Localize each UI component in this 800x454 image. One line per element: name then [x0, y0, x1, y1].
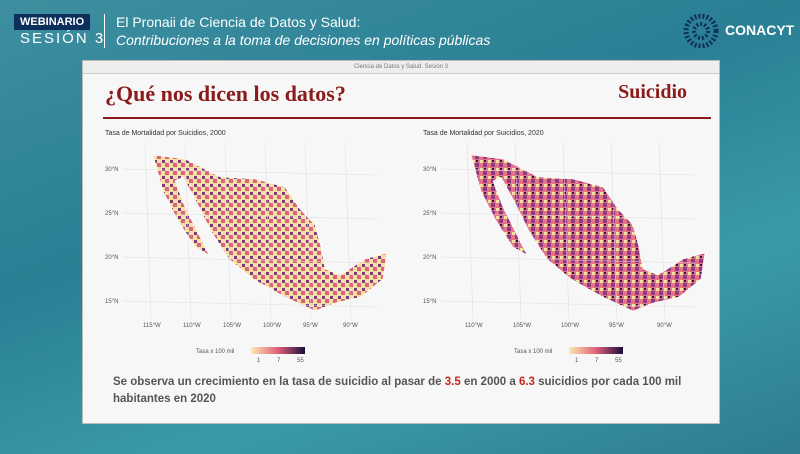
- graticule: [224, 142, 232, 320]
- lat-label: 20°N: [105, 255, 118, 261]
- caption-text: en 2000 a: [463, 376, 516, 388]
- graticule: [122, 212, 378, 220]
- graticule: [440, 168, 696, 176]
- slide-topic: Suicidio: [618, 81, 687, 103]
- lon-label: 95°W: [303, 323, 318, 329]
- graticule: [122, 168, 378, 176]
- separator: [104, 14, 105, 48]
- caption-text: Se observa un crecimiento en la tasa de …: [113, 376, 442, 388]
- graticule: [144, 142, 152, 320]
- graticule: [514, 142, 522, 320]
- caption-value: 3.5: [444, 376, 461, 388]
- header-subtitle: Contribuciones a la toma de decisiones e…: [116, 32, 491, 48]
- legend-tick: 7: [277, 358, 281, 363]
- graticule: [440, 256, 696, 264]
- map-title: Tasa de Mortalidad por Suicidios, 2020: [423, 130, 544, 137]
- caption-value: 6.3: [518, 376, 535, 388]
- lon-label: 105°W: [223, 323, 241, 329]
- map-panel: [419, 123, 706, 333]
- graticule: [184, 142, 192, 320]
- badge: WEBINARIO: [14, 14, 91, 30]
- caption-text: suicidios por cada 100 mil habitantes en…: [113, 376, 682, 405]
- graticule: [562, 142, 570, 320]
- lon-label: 95°W: [609, 323, 624, 329]
- lat-label: 20°N: [423, 255, 436, 261]
- graticule: [122, 256, 378, 264]
- header-title: El Pronaii de Ciencia de Datos y Salud:: [116, 14, 361, 30]
- lon-label: 110°W: [465, 323, 483, 329]
- graticule: [610, 142, 618, 320]
- graticule: [264, 142, 272, 320]
- legend-title: Tasa x 100 mil: [196, 349, 234, 355]
- map-title: Tasa de Mortalidad por Suicidios, 2000: [105, 130, 226, 137]
- lon-label: 90°W: [657, 323, 672, 329]
- graticule: [440, 300, 696, 308]
- lon-label: 100°W: [561, 323, 579, 329]
- lon-label: 115°W: [143, 323, 161, 329]
- graticule: [122, 300, 378, 308]
- slide-title: ¿Qué nos dicen los datos?: [105, 81, 346, 106]
- graticule: [304, 142, 312, 320]
- lon-label: 100°W: [263, 323, 281, 329]
- caption: Se observa un crecimiento en la tasa de …: [113, 374, 683, 408]
- lon-label: 110°W: [183, 323, 201, 329]
- lat-label: 30°N: [105, 167, 118, 173]
- logo-text: CONACYT: [725, 22, 795, 38]
- graticule: [344, 142, 352, 320]
- slide-window: Ciencia de Datos y Salud. Sesión 3 ¿Qué …: [82, 60, 720, 424]
- graticule: [658, 142, 666, 320]
- logo-icon: [683, 14, 719, 48]
- session: SESIÓN 3: [20, 30, 106, 47]
- legend-tick: 55: [297, 358, 304, 363]
- legend-bar: [569, 347, 623, 354]
- graticule: [440, 212, 696, 220]
- lat-label: 25°N: [423, 211, 436, 217]
- legend-tick: 1: [257, 358, 261, 363]
- legend-tick: 55: [615, 358, 622, 363]
- rule: [103, 117, 711, 119]
- maps: Tasa de Mortalidad por Suicidios, 2000 30…: [101, 123, 706, 363]
- lat-label: 25°N: [105, 211, 118, 217]
- window-title: Ciencia de Datos y Salud. Sesión 3: [83, 61, 719, 74]
- lat-label: 15°N: [105, 299, 118, 305]
- graticule: [466, 142, 474, 320]
- lon-label: 90°W: [343, 323, 358, 329]
- legend-tick: 1: [575, 358, 579, 363]
- legend-tick: 7: [595, 358, 599, 363]
- lat-label: 15°N: [423, 299, 436, 305]
- legend-bar: [251, 347, 305, 354]
- lat-label: 30°N: [423, 167, 436, 173]
- legend-title: Tasa x 100 mil: [514, 349, 552, 355]
- lon-label: 105°W: [513, 323, 531, 329]
